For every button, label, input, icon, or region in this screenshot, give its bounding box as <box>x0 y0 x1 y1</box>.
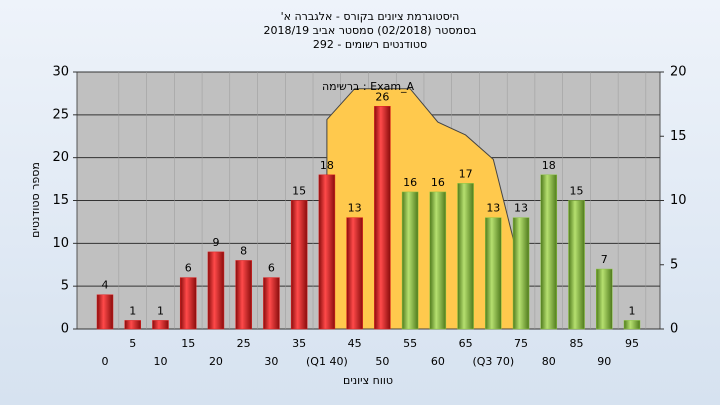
data-label: 16 <box>403 176 417 189</box>
x-tick-label: 10 <box>153 355 167 368</box>
x-axis-label: טווח ציונים <box>343 374 393 387</box>
x-tick-label: 90 <box>597 355 611 368</box>
x-tick-label: 55 <box>403 337 417 350</box>
x-tick-label: 60 <box>431 355 445 368</box>
y2-tick-label: 15 <box>670 129 687 144</box>
x-tick-label: 65 <box>459 337 473 350</box>
data-label: 26 <box>375 90 389 103</box>
x-tick-label: 75 <box>514 337 528 350</box>
data-label: 9 <box>212 236 219 249</box>
y2-tick-label: 5 <box>670 257 678 272</box>
data-label: 1 <box>157 304 164 317</box>
x-tick-label: 15 <box>181 337 195 350</box>
bar <box>596 268 613 330</box>
x-tick-label: 0 <box>102 355 109 368</box>
data-label: 4 <box>102 279 109 292</box>
data-label: 13 <box>514 202 528 215</box>
data-label: 18 <box>320 159 334 172</box>
y-tick-label: 20 <box>52 150 69 165</box>
data-label: 17 <box>459 167 473 180</box>
y-tick-label: 15 <box>52 193 69 208</box>
data-label: 1 <box>129 304 136 317</box>
bar <box>568 200 585 330</box>
x-tick-label: 95 <box>625 337 639 350</box>
bar <box>374 106 391 330</box>
data-label: 16 <box>431 176 445 189</box>
bar <box>485 217 502 330</box>
y-axis-label: מספר סטודנטים <box>29 162 42 238</box>
bar <box>235 260 252 330</box>
bar <box>179 277 197 330</box>
y-tick-label: 30 <box>52 65 69 80</box>
bar <box>290 200 308 330</box>
bar <box>457 183 474 330</box>
x-tick-label: (Q1 40) <box>306 355 348 368</box>
x-tick-label: 25 <box>237 337 251 350</box>
data-label: 15 <box>292 185 306 198</box>
x-tick-label: 20 <box>209 355 223 368</box>
data-label: 7 <box>601 253 608 266</box>
bar <box>540 174 558 330</box>
x-tick-label: 50 <box>375 355 389 368</box>
y-tick-label: 10 <box>52 236 69 251</box>
bar <box>318 174 336 330</box>
bar <box>401 191 419 330</box>
chart-subtitle: סטודנטים רשומים - 292 <box>313 38 427 51</box>
y2-tick-label: 0 <box>670 322 678 337</box>
y-tick-label: 0 <box>61 322 69 337</box>
bar <box>263 277 280 330</box>
bar <box>124 320 141 330</box>
x-tick-label: 30 <box>264 355 278 368</box>
bar <box>623 320 641 330</box>
bar <box>152 320 169 330</box>
x-tick-label: 5 <box>129 337 136 350</box>
data-label: 8 <box>240 244 247 257</box>
x-tick-label: 85 <box>570 337 584 350</box>
data-label: 6 <box>185 262 192 275</box>
x-tick-label: (Q3 70) <box>472 355 514 368</box>
bar <box>207 251 225 330</box>
data-label: 1 <box>629 304 636 317</box>
y-tick-label: 25 <box>52 107 69 122</box>
y2-tick-label: 20 <box>670 65 687 80</box>
annotation: ברשימה : Exam_A <box>322 80 415 93</box>
bar <box>346 217 363 330</box>
x-tick-label: 35 <box>292 337 306 350</box>
chart-title: היסטוגרמת ציונים בקורס - אלגברה א' <box>281 10 460 23</box>
data-label: 15 <box>570 185 584 198</box>
data-label: 13 <box>348 202 362 215</box>
y-tick-label: 5 <box>61 279 69 294</box>
x-tick-label: 45 <box>348 337 362 350</box>
bar <box>96 294 114 330</box>
y2-tick-label: 10 <box>670 193 687 208</box>
data-label: 18 <box>542 159 556 172</box>
chart-subtitle: בסמסטר (02/2018) סמסטר אביב 2018/19 <box>263 24 476 37</box>
x-tick-label: 80 <box>542 355 556 368</box>
data-label: 13 <box>486 202 500 215</box>
data-label: 6 <box>268 262 275 275</box>
bar <box>429 191 447 330</box>
bar <box>512 217 530 330</box>
